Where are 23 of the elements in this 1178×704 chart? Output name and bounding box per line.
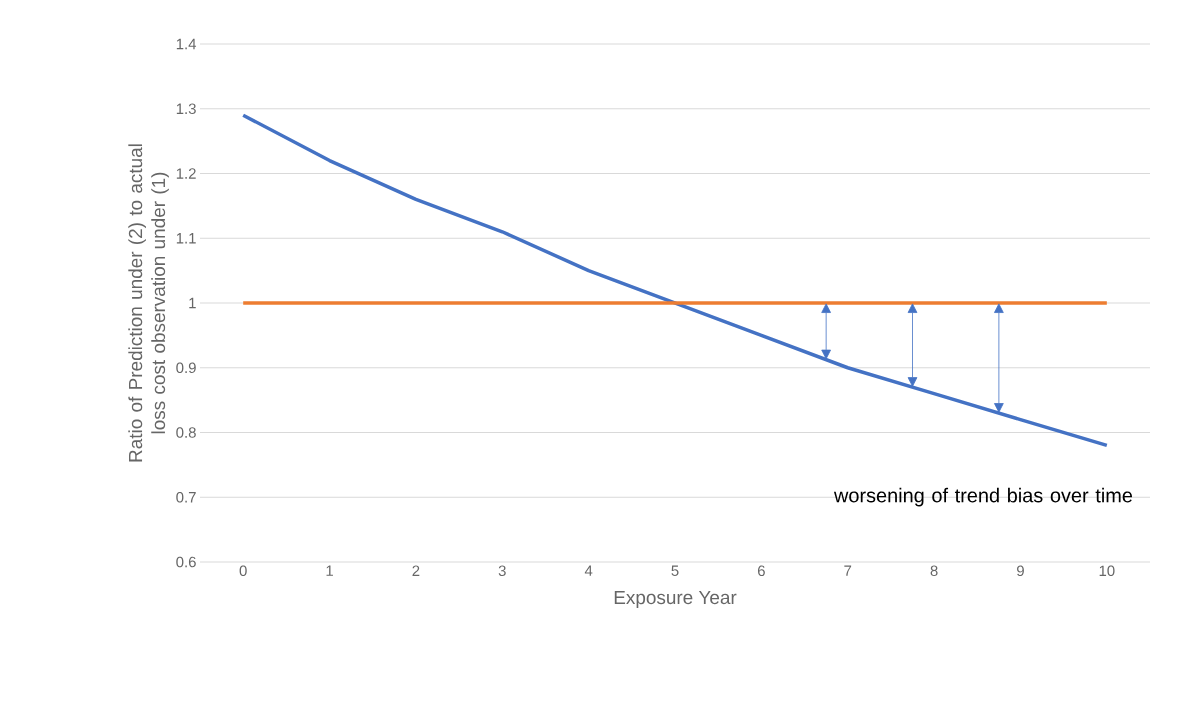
y-tick-label: 0.6 [176,556,196,568]
x-tick-label: 9 [1017,565,1024,577]
x-axis-title: Exposure Year [614,590,737,608]
y-tick-label: 1.1 [176,233,196,244]
x-tick-label: 4 [584,565,593,576]
y-tick-label: 0.8 [176,427,196,438]
x-tick-label: 7 [844,565,852,576]
y-tick-label: 1.2 [176,168,196,179]
x-tick-label: 10 [1099,565,1115,577]
y-tick-label: 0.7 [176,491,196,503]
x-tick-label: 3 [498,565,506,577]
y-axis-title: Ratio of Prediction under (2) to actual loss cost observation under (1) [128,144,169,462]
x-tick-label: 6 [757,565,765,577]
x-tick-label: 0 [239,565,247,577]
x-tick-label: 5 [671,565,679,576]
y-tick-label: 1 [189,297,196,309]
x-tick-label: 2 [412,565,420,576]
y-tick-label: 0.9 [176,362,196,374]
x-tick-label: 1 [326,565,333,576]
x-tick-label: 8 [930,565,938,577]
annotation: worsening of trend bias over time [833,487,1133,507]
y-tick-label: 1.4 [176,38,197,50]
y-tick-label: 1.3 [176,103,196,115]
